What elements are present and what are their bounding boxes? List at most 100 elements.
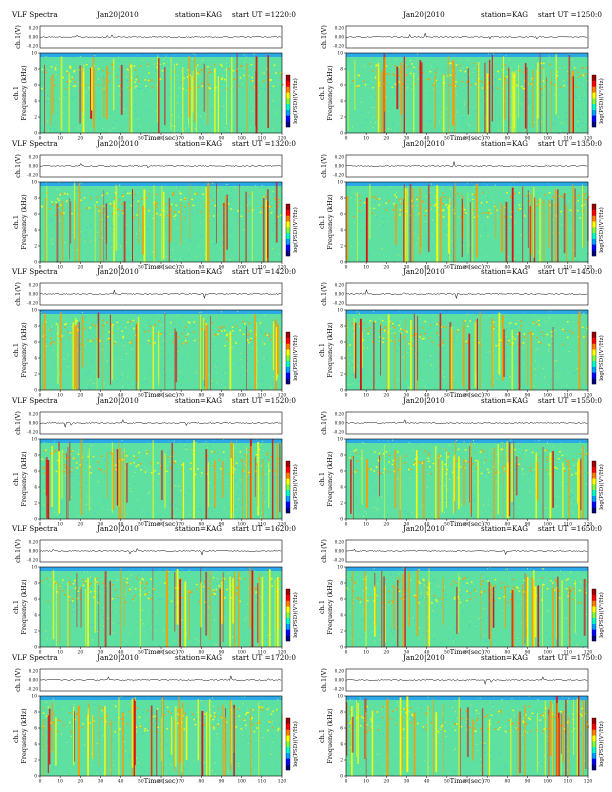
x-tick-label: 30: [98, 651, 104, 656]
colorbar-segment: [592, 606, 596, 613]
y-tick-label: 10: [337, 309, 343, 314]
x-tick-label: 120: [278, 265, 287, 270]
colorbar-segment: [286, 612, 290, 619]
ch-axis-label: ch.1(V): [14, 667, 22, 691]
colorbar-label: log(PSD)(V²/Hz): [598, 207, 605, 253]
colorbar-segment: [592, 103, 596, 110]
x-tick-label: 70: [178, 394, 184, 399]
x-tick-label: 60: [464, 265, 470, 270]
colorbar-segment: [592, 752, 596, 759]
spectra-panel: VLF Spectra Jan20|2010 station=KAG start UT…: [0, 263, 306, 399]
waveform-line: [39, 289, 282, 300]
ch-axis-label: ch.1(V): [14, 25, 22, 49]
y-tick-label: 10: [337, 180, 343, 185]
spectra-chart: VLF Spectra Jan20|2010 station=KAG start UT…: [11, 524, 299, 656]
chart-date: Jan20|2010: [402, 653, 445, 662]
x-tick-label: 80: [505, 137, 511, 142]
colorbar-segment: [286, 75, 290, 81]
colorbar-segment: [592, 489, 596, 496]
x-tick-label: 80: [505, 265, 511, 270]
colorbar-segment: [592, 717, 596, 724]
x-tick-label: 100: [543, 137, 552, 142]
chart-date: Jan20|2010: [96, 524, 139, 533]
upper-band: [40, 695, 282, 700]
y-tick-label: 6: [340, 84, 343, 89]
ch-tick-label: 0.00: [29, 35, 39, 40]
y-tick-label: 0: [34, 774, 37, 779]
spectra-panel: VLF Spectra Jan20|2010 station=KAG start UT…: [0, 6, 306, 142]
colorbar: [591, 588, 597, 642]
colorbar-label: log(PSD)(V²/Hz): [292, 592, 299, 638]
colorbar-segment: [592, 220, 596, 227]
spectra-chart: Jan20|2010 station=KAG start UT =1550:0 0.2…: [318, 396, 605, 528]
x-tick-label: 110: [564, 137, 573, 142]
colorbar-segment: [592, 500, 596, 507]
colorbar-segment: [286, 372, 290, 379]
spectra-panel: Jan20|2010 station=KAG start UT =1250:0 0.2…: [306, 6, 612, 142]
colorbar-segment: [592, 746, 596, 753]
ch-tick-label: 0.00: [29, 163, 39, 168]
chart-start-time: start UT =1720:0: [232, 653, 296, 662]
ch-tick-label: 0.00: [335, 420, 345, 425]
colorbar-segment: [592, 209, 596, 216]
x-tick-label: 120: [584, 394, 593, 399]
colorbar-segment: [286, 349, 290, 356]
y-tick-label: 2: [34, 116, 37, 121]
colorbar-segment: [592, 378, 596, 385]
colorbar-segment: [592, 249, 596, 256]
ch-tick-label: -0.20: [333, 44, 344, 49]
x-tick-label: 100: [237, 394, 246, 399]
colorbar-segment: [286, 337, 290, 344]
x-tick-label: 90: [525, 394, 531, 399]
colorbar-segment: [286, 355, 290, 362]
y-tick-label: 2: [34, 758, 37, 763]
upper-band: [346, 438, 588, 443]
x-tick-label: 100: [237, 779, 246, 784]
chart-date: Jan20|2010: [402, 524, 445, 533]
colorbar-segment: [286, 209, 290, 216]
colorbar-segment: [592, 629, 596, 636]
x-tick-label: 10: [363, 265, 369, 270]
y-tick-label: 8: [34, 325, 37, 330]
x-tick-label: 80: [199, 779, 205, 784]
x-tick-label: 20: [78, 779, 84, 784]
colorbar-segment: [286, 489, 290, 496]
colorbar-segment: [592, 594, 596, 601]
chart-start-time: start UT =1750:0: [538, 653, 602, 662]
y-tick-label: 2: [34, 501, 37, 506]
upper-band: [40, 438, 282, 443]
x-tick-label: 40: [118, 137, 124, 142]
x-tick-label: 80: [199, 394, 205, 399]
x-tick-label: 40: [118, 522, 124, 527]
x-tick-label: 40: [424, 265, 430, 270]
chart-start-time: start UT =1550:0: [538, 396, 602, 405]
colorbar-segment: [592, 460, 596, 467]
y-tick-label: 0: [34, 260, 37, 265]
spectrogram: [40, 53, 284, 134]
colorbar-segment: [286, 589, 290, 595]
colorbar-segment: [286, 243, 290, 250]
x-tick-label: 100: [543, 651, 552, 656]
ch-tick-label: 0.20: [335, 540, 345, 545]
x-tick-label: 90: [219, 265, 225, 270]
x-tick-label: 110: [258, 265, 267, 270]
colorbar-segment: [286, 109, 290, 116]
colorbar-segment: [592, 589, 596, 595]
x-tick-label: 40: [118, 651, 124, 656]
x-tick-label: 20: [384, 265, 390, 270]
colorbar-segment: [286, 232, 290, 239]
x-tick-label: 90: [525, 651, 531, 656]
colorbar-segment: [592, 506, 596, 513]
colorbar-segment: [592, 355, 596, 362]
ch-tick-label: 0.20: [29, 283, 39, 288]
x-tick-label: 0: [39, 265, 42, 270]
x-tick-label: 80: [505, 394, 511, 399]
y-tick-label: 6: [340, 212, 343, 217]
spectrogram-base: [40, 695, 282, 776]
chart-start-time: start UT =1520:0: [232, 396, 296, 405]
ch-tick-label: 0.20: [335, 154, 345, 159]
x-tick-label: 20: [78, 265, 84, 270]
x-tick-label: 40: [424, 779, 430, 784]
chart-station: station=KAG: [481, 524, 528, 533]
spectrogram: [346, 181, 590, 263]
